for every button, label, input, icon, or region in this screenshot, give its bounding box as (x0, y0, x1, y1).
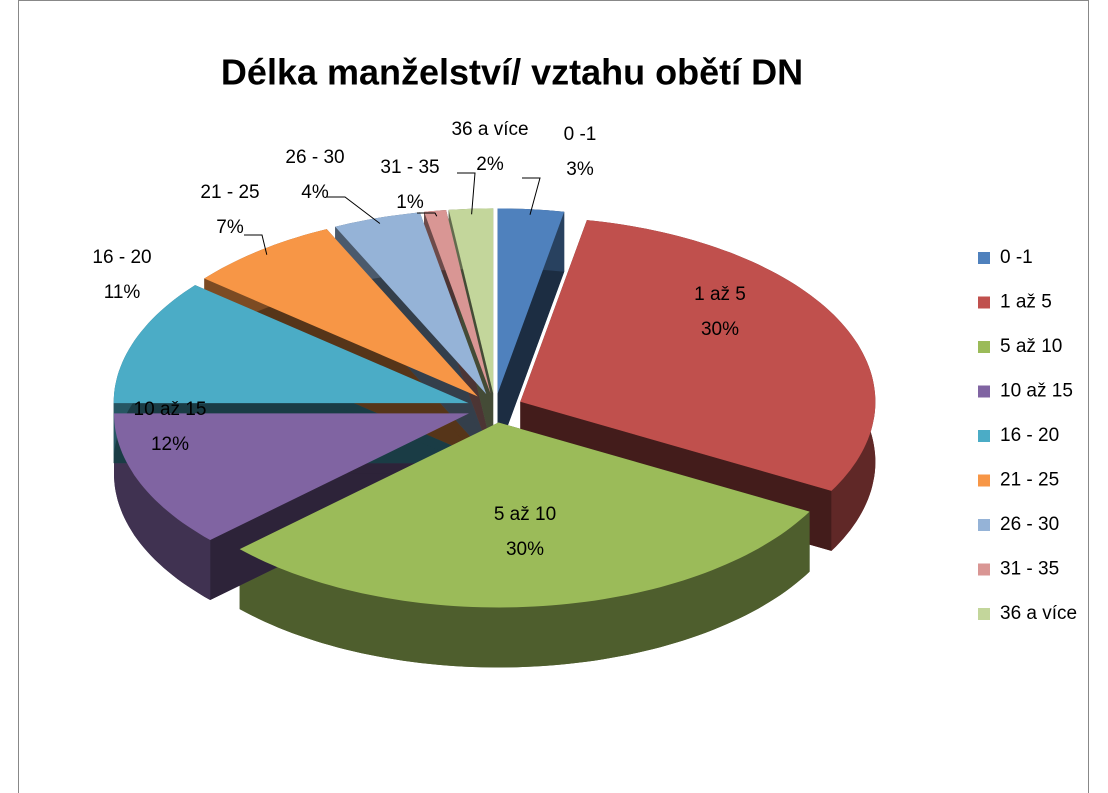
legend-label: 36 a více (1000, 603, 1077, 624)
legend-label: 31 - 35 (1000, 559, 1059, 580)
slice (448, 208, 494, 394)
data-label-category: 31 - 35 (380, 157, 439, 178)
legend-label: 16 - 20 (1000, 425, 1059, 446)
legend-swatch (978, 608, 990, 620)
legend-label: 10 až 15 (1000, 381, 1073, 402)
data-label: 3% (566, 159, 594, 180)
legend-label: 0 -1 (1000, 247, 1033, 268)
legend-swatch (978, 385, 990, 398)
data-label: 2% (476, 154, 504, 175)
leader-line (327, 196, 381, 224)
data-label-category: 10 až 15 (134, 399, 207, 420)
data-label-category: 0 -1 (564, 124, 597, 145)
data-label: 12% (151, 434, 189, 455)
slice-side (114, 413, 211, 600)
data-label: 30% (506, 539, 544, 560)
legend-swatch (978, 430, 990, 442)
data-label-category: 36 a více (451, 119, 528, 140)
legend-swatch (978, 474, 990, 487)
data-label-category: 1 až 5 (694, 284, 746, 305)
leader-line (417, 212, 438, 217)
slice (114, 413, 469, 540)
data-label: 1% (396, 192, 424, 213)
data-label-category: 26 - 30 (285, 147, 344, 168)
leader-line (244, 234, 268, 255)
chart-title: Délka manželství/ vztahu obětí DN (221, 52, 803, 93)
slice-tops (113, 208, 876, 608)
slice-side (239, 511, 810, 668)
slice (497, 208, 565, 394)
data-label: 11% (104, 282, 141, 303)
slice (113, 285, 469, 404)
data-label: 30% (701, 319, 739, 340)
leader-line (457, 172, 476, 215)
legend-swatch (978, 563, 990, 576)
data-label: 4% (301, 182, 329, 203)
slice (204, 229, 478, 397)
legend-swatch (978, 341, 990, 353)
data-label: 7% (216, 217, 244, 238)
legend-swatch (978, 519, 990, 531)
slice (335, 212, 487, 395)
legend-label: 26 - 30 (1000, 514, 1059, 535)
legend-label: 1 až 5 (1000, 292, 1052, 313)
data-label-category: 5 až 10 (494, 504, 556, 525)
slice-side (497, 211, 565, 454)
legend-swatch (978, 296, 990, 309)
data-label-category: 16 - 20 (92, 247, 151, 268)
slice (239, 422, 810, 608)
legend-label: 21 - 25 (1000, 470, 1059, 491)
leader-line (522, 177, 541, 215)
legend-swatch (978, 252, 990, 264)
slice (520, 220, 876, 491)
slice (424, 210, 491, 394)
legend-label: 5 až 10 (1000, 336, 1062, 357)
data-label-category: 21 - 25 (200, 182, 259, 203)
